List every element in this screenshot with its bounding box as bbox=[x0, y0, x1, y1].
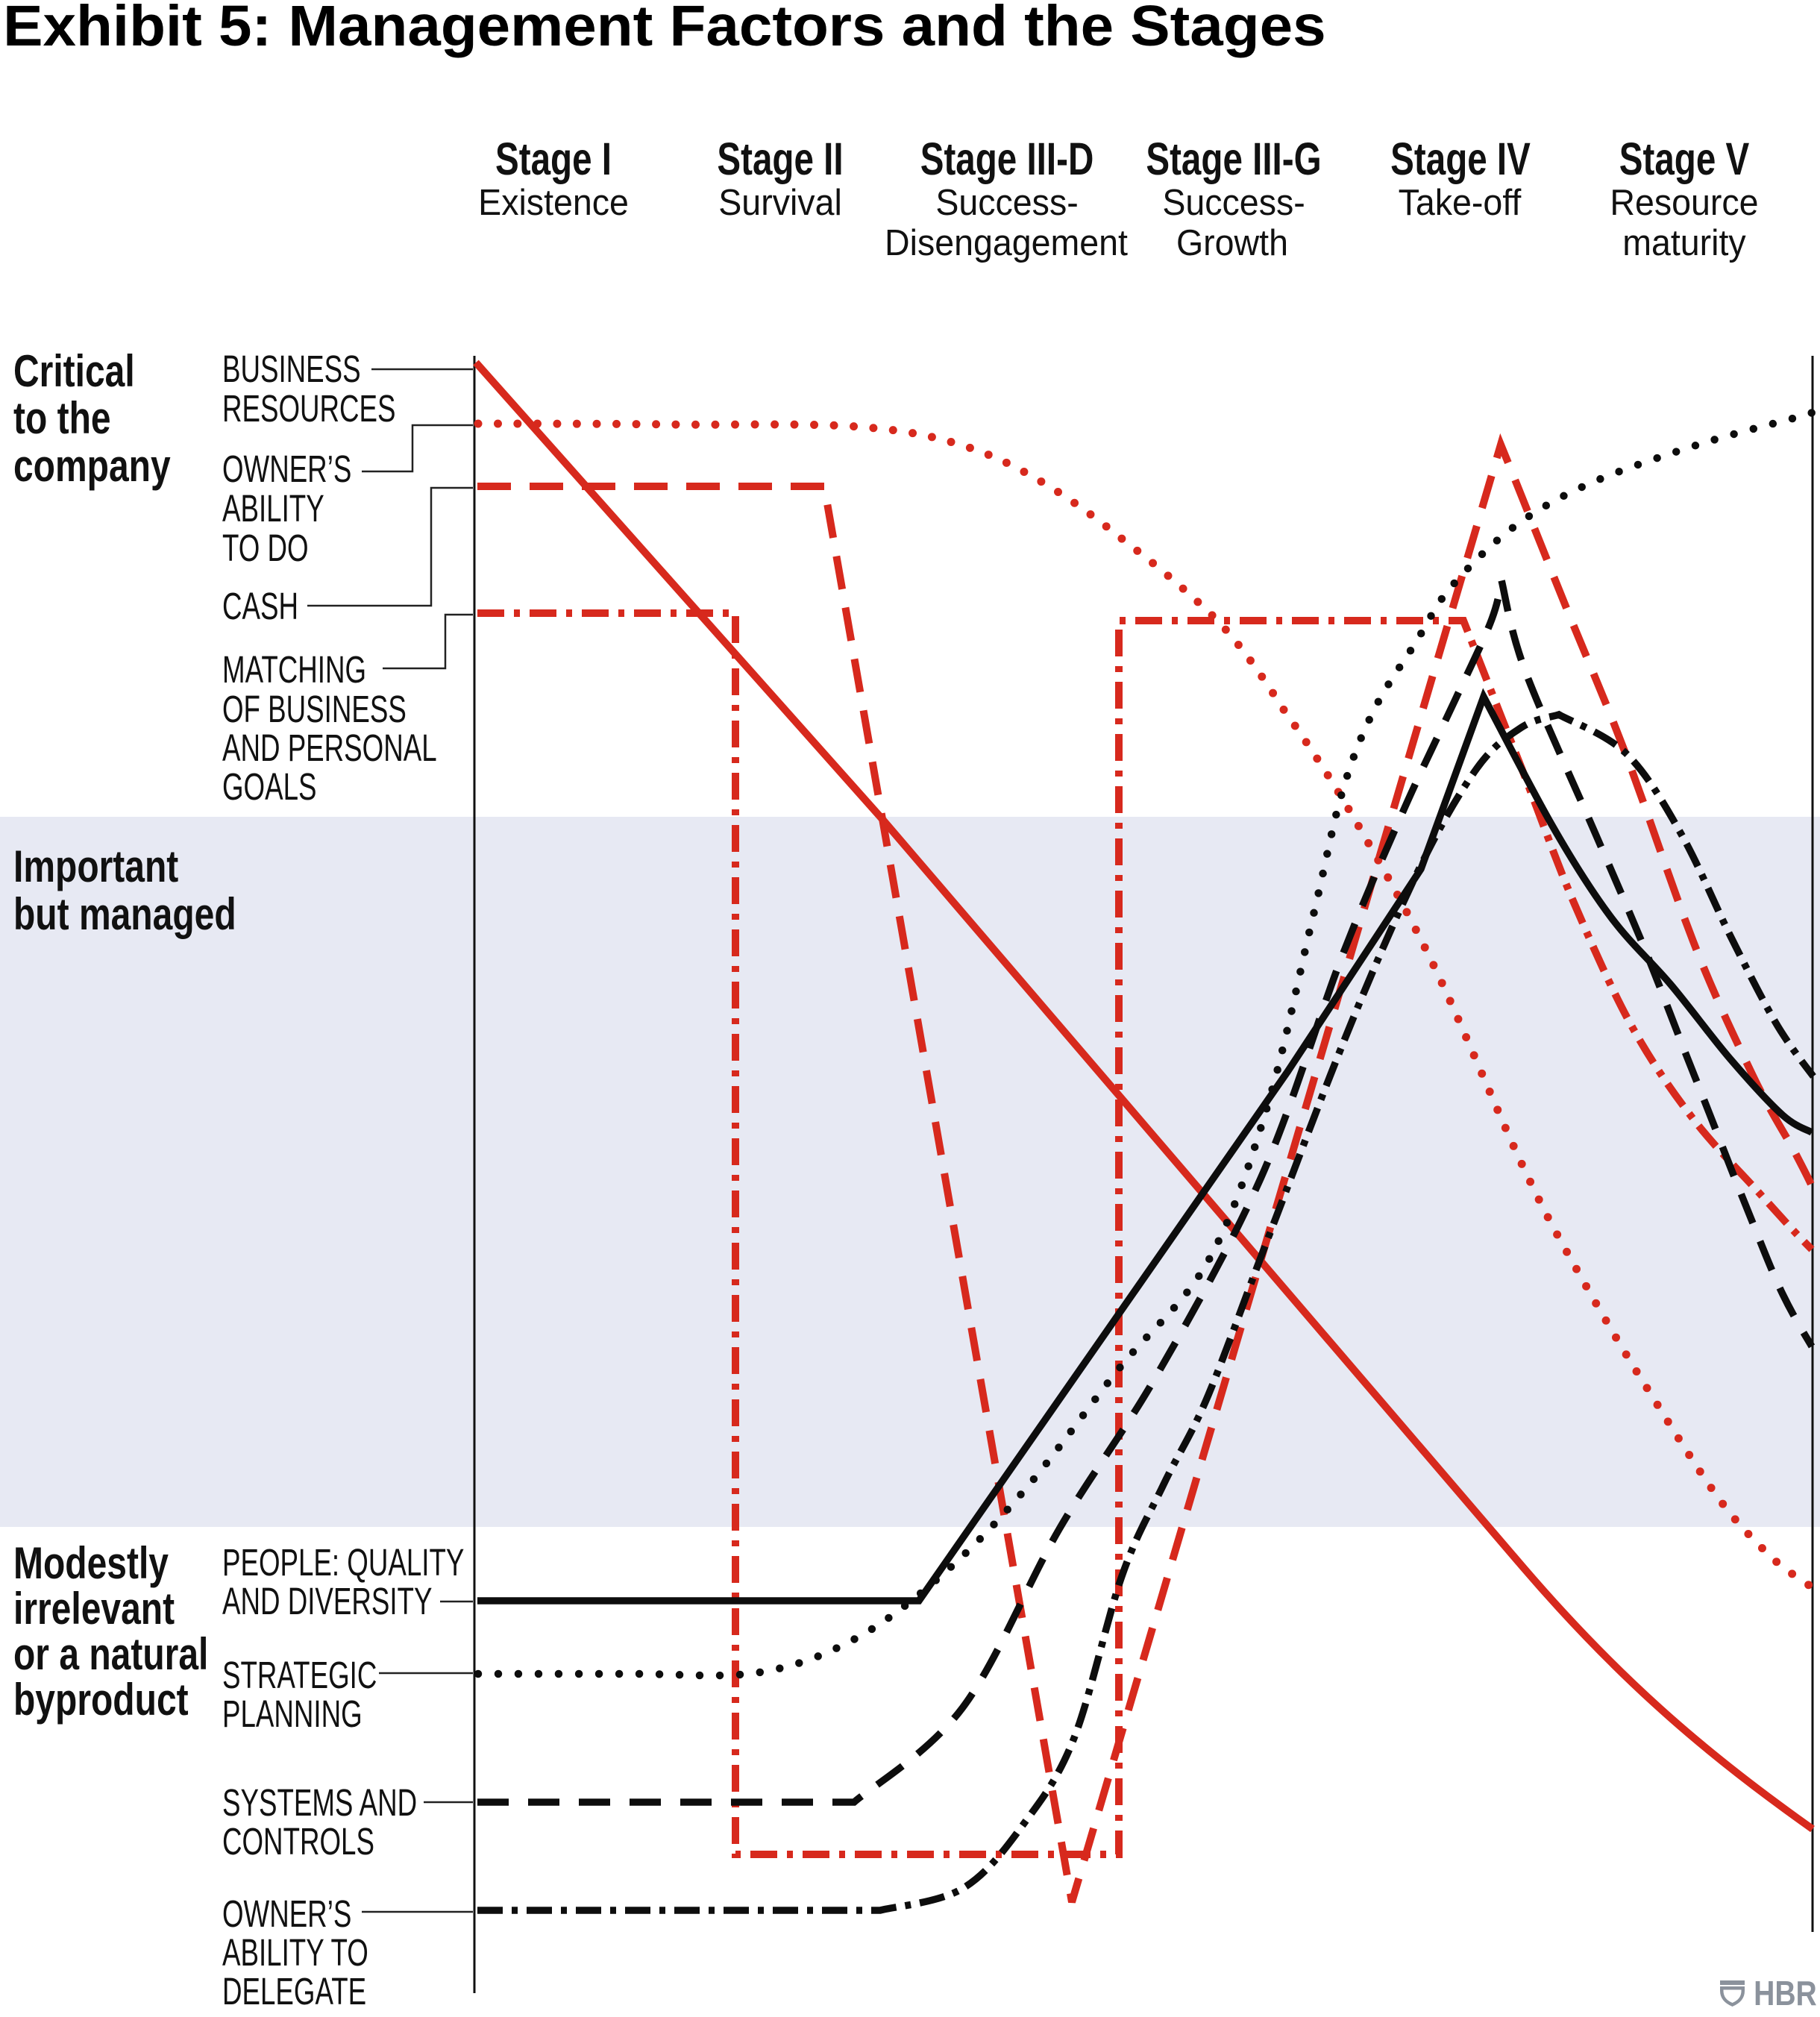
svg-text:Take-off: Take-off bbox=[1399, 183, 1522, 223]
svg-text:to the: to the bbox=[13, 393, 111, 443]
svg-text:Critical: Critical bbox=[13, 346, 135, 396]
svg-text:RESOURCES: RESOURCES bbox=[222, 388, 396, 430]
svg-text:ABILITY TO: ABILITY TO bbox=[222, 1932, 368, 1974]
svg-text:PEOPLE: QUALITY: PEOPLE: QUALITY bbox=[222, 1542, 464, 1584]
svg-text:DELEGATE: DELEGATE bbox=[222, 1971, 366, 2013]
svg-text:Stage II: Stage II bbox=[717, 133, 843, 184]
svg-text:irrelevant: irrelevant bbox=[13, 1584, 175, 1634]
svg-text:OWNER’S: OWNER’S bbox=[222, 448, 351, 490]
svg-text:Modestly: Modestly bbox=[13, 1538, 169, 1588]
svg-text:STRATEGIC: STRATEGIC bbox=[222, 1654, 377, 1696]
svg-text:Stage IV: Stage IV bbox=[1390, 133, 1531, 184]
svg-text:Stage III-D: Stage III-D bbox=[920, 133, 1094, 184]
svg-text:Survival: Survival bbox=[718, 183, 842, 223]
svg-text:AND PERSONAL: AND PERSONAL bbox=[222, 727, 437, 769]
svg-text:Growth: Growth bbox=[1176, 223, 1288, 263]
svg-text:HBR: HBR bbox=[1754, 1974, 1817, 2013]
svg-text:Exhibit 5: Management Factors: Exhibit 5: Management Factors and the St… bbox=[3, 0, 1325, 58]
svg-text:Success-: Success- bbox=[1162, 183, 1305, 223]
svg-text:MATCHING: MATCHING bbox=[222, 649, 366, 691]
svg-text:TO DO: TO DO bbox=[222, 527, 309, 569]
svg-text:OF BUSINESS: OF BUSINESS bbox=[222, 688, 407, 730]
svg-text:SYSTEMS AND: SYSTEMS AND bbox=[222, 1782, 417, 1824]
svg-text:CONTROLS: CONTROLS bbox=[222, 1821, 374, 1863]
svg-text:but managed: but managed bbox=[13, 889, 236, 939]
svg-text:PLANNING: PLANNING bbox=[222, 1693, 363, 1735]
svg-text:CASH: CASH bbox=[222, 586, 298, 627]
svg-text:Disengagement: Disengagement bbox=[885, 223, 1128, 263]
svg-text:or a natural: or a natural bbox=[13, 1629, 208, 1679]
svg-text:Stage I: Stage I bbox=[495, 133, 612, 184]
svg-text:byproduct: byproduct bbox=[13, 1675, 189, 1725]
svg-text:BUSINESS: BUSINESS bbox=[222, 348, 361, 390]
svg-text:Important: Important bbox=[13, 841, 178, 891]
svg-text:Stage III-G: Stage III-G bbox=[1146, 133, 1321, 184]
svg-text:GOALS: GOALS bbox=[222, 766, 316, 808]
svg-text:Resource: Resource bbox=[1610, 183, 1758, 223]
svg-text:AND DIVERSITY: AND DIVERSITY bbox=[222, 1581, 432, 1622]
svg-text:OWNER’S: OWNER’S bbox=[222, 1893, 351, 1935]
svg-text:maturity: maturity bbox=[1622, 223, 1746, 263]
svg-text:Existence: Existence bbox=[478, 183, 629, 223]
svg-text:Stage V: Stage V bbox=[1619, 133, 1750, 184]
svg-text:Success-: Success- bbox=[935, 183, 1078, 223]
svg-text:company: company bbox=[13, 441, 171, 491]
svg-text:ABILITY: ABILITY bbox=[222, 488, 324, 530]
